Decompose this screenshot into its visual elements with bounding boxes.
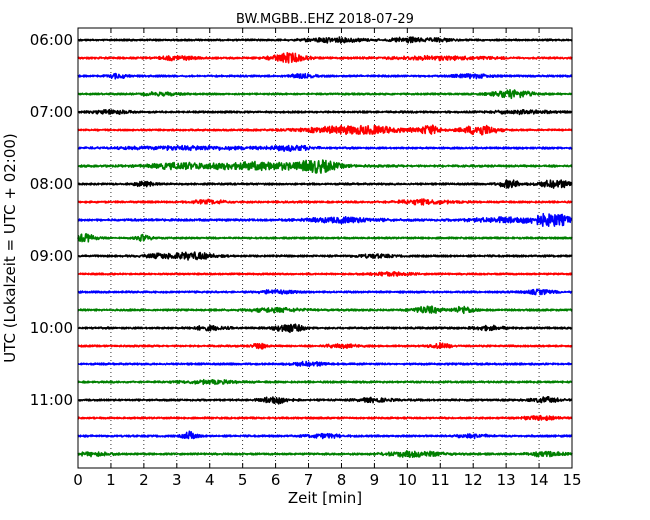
trace-0745 bbox=[77, 159, 573, 174]
y-tick-label: 06:00 bbox=[30, 31, 73, 49]
x-tick-label: 13 bbox=[497, 471, 516, 489]
y-tick-label: 10:00 bbox=[30, 319, 73, 337]
y-tick-label: 11:00 bbox=[30, 391, 73, 409]
trace-1045 bbox=[77, 378, 573, 386]
trace-0945 bbox=[77, 305, 573, 315]
x-tick-label: 11 bbox=[431, 471, 450, 489]
trace-1015 bbox=[77, 341, 573, 350]
chart-title: BW.MGBB..EHZ 2018-07-29 bbox=[236, 12, 414, 27]
x-tick-label: 6 bbox=[271, 471, 281, 489]
trace-0645 bbox=[77, 88, 573, 100]
grid-lines bbox=[110, 28, 540, 468]
plot-frame bbox=[77, 27, 573, 469]
x-tick-label: 12 bbox=[464, 471, 483, 489]
x-tick-label: 2 bbox=[139, 471, 149, 489]
trace-0830 bbox=[77, 212, 573, 228]
x-tick-label: 5 bbox=[238, 471, 248, 489]
x-tick-label: 14 bbox=[530, 471, 549, 489]
x-tick-label: 4 bbox=[205, 471, 215, 489]
trace-0700 bbox=[77, 108, 573, 116]
x-tick-label: 8 bbox=[337, 471, 347, 489]
trace-0930 bbox=[77, 288, 573, 296]
trace-0800 bbox=[77, 179, 573, 189]
trace-0900 bbox=[77, 251, 573, 261]
x-tick-label: 1 bbox=[106, 471, 116, 489]
trace-1145 bbox=[77, 450, 573, 459]
x-axis-label: Zeit [min] bbox=[288, 489, 362, 507]
trace-0715 bbox=[77, 124, 573, 136]
trace-1115 bbox=[77, 414, 573, 422]
trace-0630 bbox=[77, 72, 573, 80]
y-tick-label: 08:00 bbox=[30, 175, 73, 193]
x-tick-label: 0 bbox=[73, 471, 83, 489]
trace-0915 bbox=[77, 270, 573, 277]
y-axis-label: UTC (Lokalzeit = UTC + 02:00) bbox=[1, 133, 19, 363]
trace-0815 bbox=[77, 198, 573, 206]
trace-0615 bbox=[77, 51, 573, 64]
x-tick-label: 7 bbox=[304, 471, 314, 489]
y-tick-label: 09:00 bbox=[30, 247, 73, 265]
x-tick-label: 15 bbox=[562, 471, 581, 489]
trace-layer bbox=[77, 36, 573, 459]
trace-1000 bbox=[77, 323, 573, 334]
x-tick-label: 10 bbox=[398, 471, 417, 489]
x-tick-label: 9 bbox=[370, 471, 380, 489]
trace-0600 bbox=[77, 36, 573, 44]
trace-0845 bbox=[77, 232, 573, 243]
trace-1030 bbox=[77, 360, 573, 368]
axis-ticks: 0 1 2 3 4 5 6 7 8 9 10 11 12 13 14 1506:0007:0008:0009:… bbox=[30, 28, 582, 489]
x-tick-label: 3 bbox=[172, 471, 182, 489]
trace-1130 bbox=[77, 430, 573, 440]
y-tick-label: 07:00 bbox=[30, 103, 73, 121]
trace-1100 bbox=[77, 395, 573, 405]
trace-0730 bbox=[77, 144, 573, 153]
